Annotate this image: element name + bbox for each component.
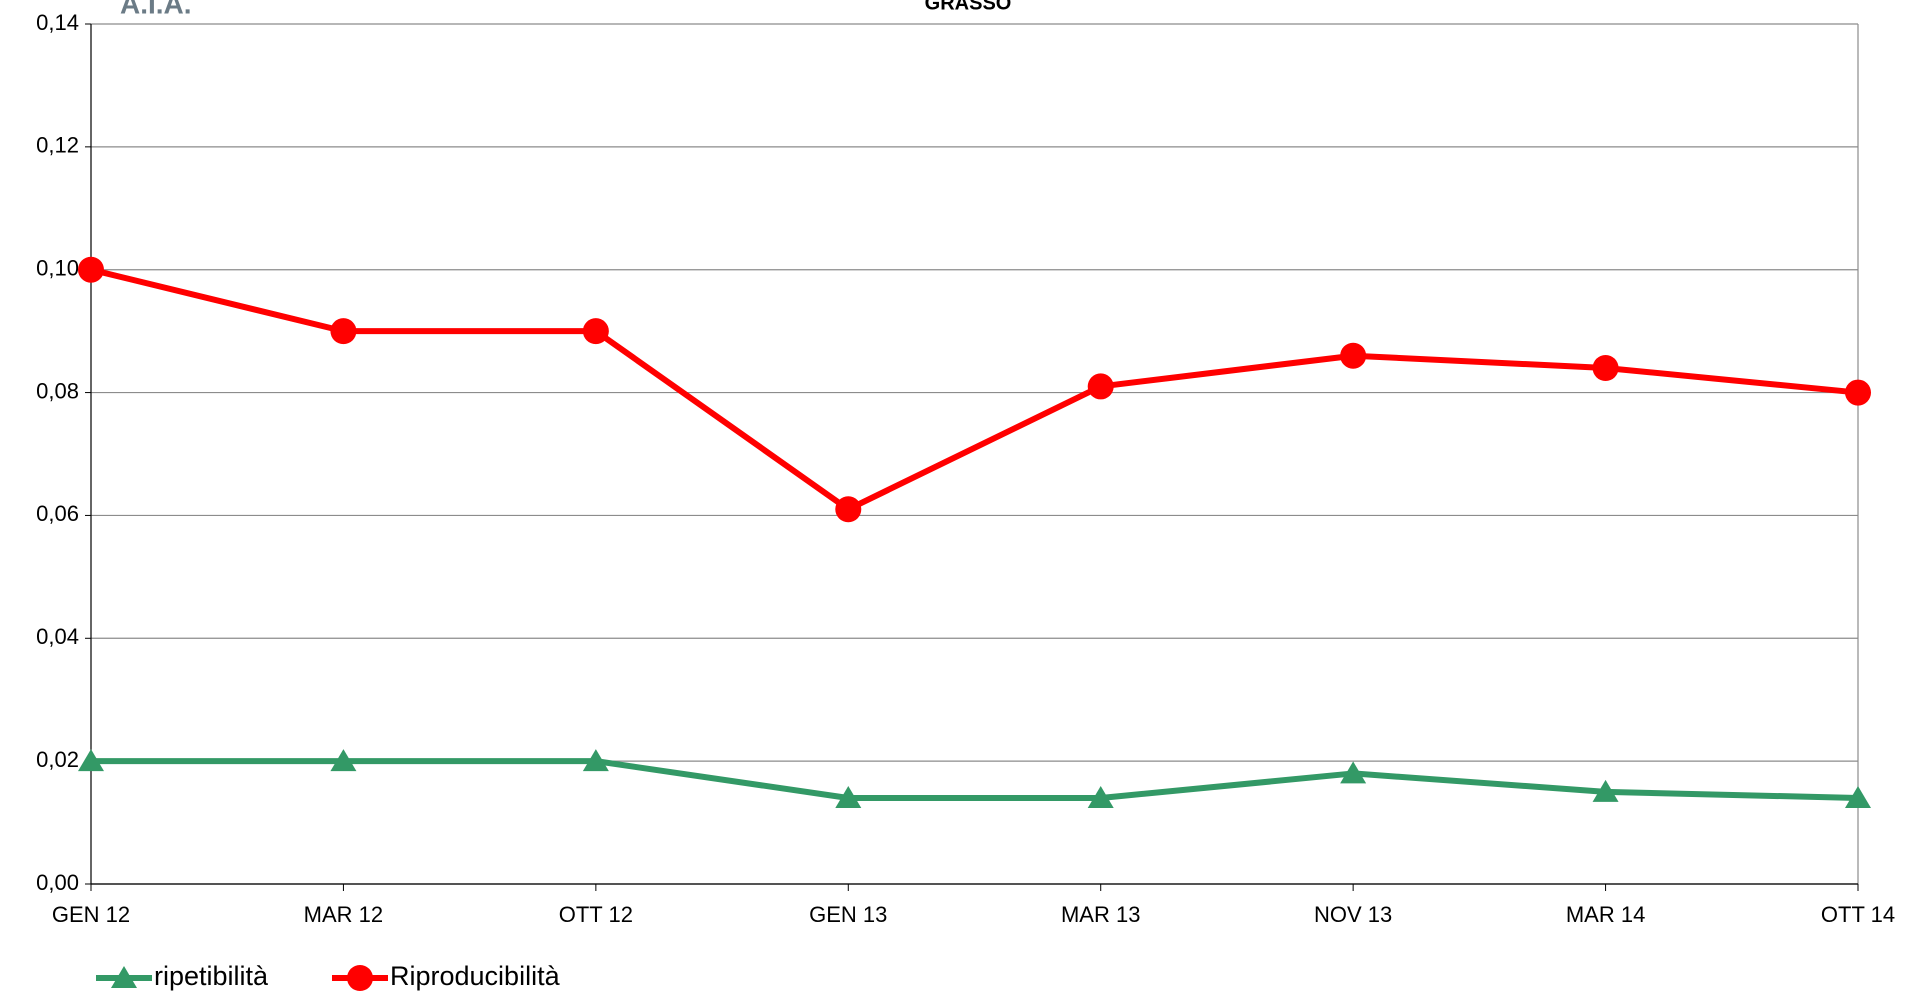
data-point (1087, 786, 1114, 808)
x-tick-label: GEN 13 (809, 902, 887, 927)
chart-title: GRASSO (925, 0, 1012, 14)
x-tick-label: GEN 12 (52, 902, 130, 927)
data-point (582, 318, 609, 345)
y-tick-label: 0,00 (36, 870, 79, 895)
x-tick-label: OTT 14 (1821, 902, 1895, 927)
data-point (1340, 342, 1367, 369)
data-point (330, 318, 357, 345)
y-tick-label: 0,02 (36, 747, 79, 772)
y-tick-label: 0,12 (36, 133, 79, 158)
data-point (1845, 379, 1871, 406)
data-point (1592, 355, 1619, 381)
series-line (91, 758, 1859, 801)
data-point (78, 256, 104, 283)
data-point (1592, 779, 1619, 802)
x-tick-label: OTT 12 (559, 902, 633, 927)
y-tick-label: 0,06 (36, 501, 79, 526)
legend-marker (347, 965, 373, 991)
y-tick-label: 0,04 (36, 624, 79, 649)
data-point (835, 496, 862, 523)
data-point (78, 749, 104, 772)
legend-marker (111, 966, 137, 988)
legend-label: Riproducibilità (390, 961, 561, 991)
data-point (1340, 761, 1367, 784)
y-tick-label: 0,14 (36, 10, 79, 35)
y-tick-label: 0,08 (36, 378, 79, 403)
legend-label: ripetibilità (154, 961, 269, 991)
y-tick-label: 0,10 (36, 256, 79, 281)
series-line (90, 266, 1859, 513)
data-point (1087, 373, 1114, 400)
data-point (1845, 786, 1871, 808)
x-tick-label: MAR 12 (304, 902, 383, 927)
logo: A.I.A. (120, 0, 192, 19)
data-point (330, 749, 357, 772)
x-tick-label: MAR 14 (1566, 902, 1645, 927)
data-point (582, 749, 609, 772)
x-tick-label: NOV 13 (1314, 902, 1392, 927)
data-point (835, 786, 862, 808)
x-tick-label: MAR 13 (1061, 902, 1140, 927)
